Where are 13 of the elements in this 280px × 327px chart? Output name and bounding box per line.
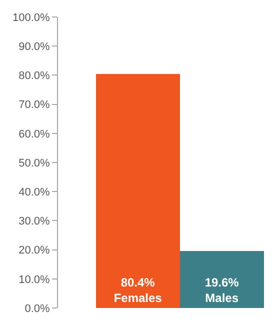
y-tick-label: 40.0% <box>18 186 50 198</box>
y-tick-label: 100.0% <box>12 12 50 24</box>
y-tick-label: 60.0% <box>18 128 50 140</box>
data-label: 80.4% Females <box>114 275 162 305</box>
y-tick-label: 70.0% <box>18 99 50 112</box>
y-tick-label: 10.0% <box>18 274 50 286</box>
data-label: 19.6% Males <box>204 275 240 305</box>
y-tick-label: 0.0% <box>24 302 50 315</box>
y-tick-label: 30.0% <box>18 216 50 228</box>
y-tick-label: 90.0% <box>18 40 50 53</box>
y-tick-label: 50.0% <box>18 157 50 170</box>
y-tick-label: 80.0% <box>18 70 50 82</box>
y-tick-label: 20.0% <box>18 244 50 257</box>
